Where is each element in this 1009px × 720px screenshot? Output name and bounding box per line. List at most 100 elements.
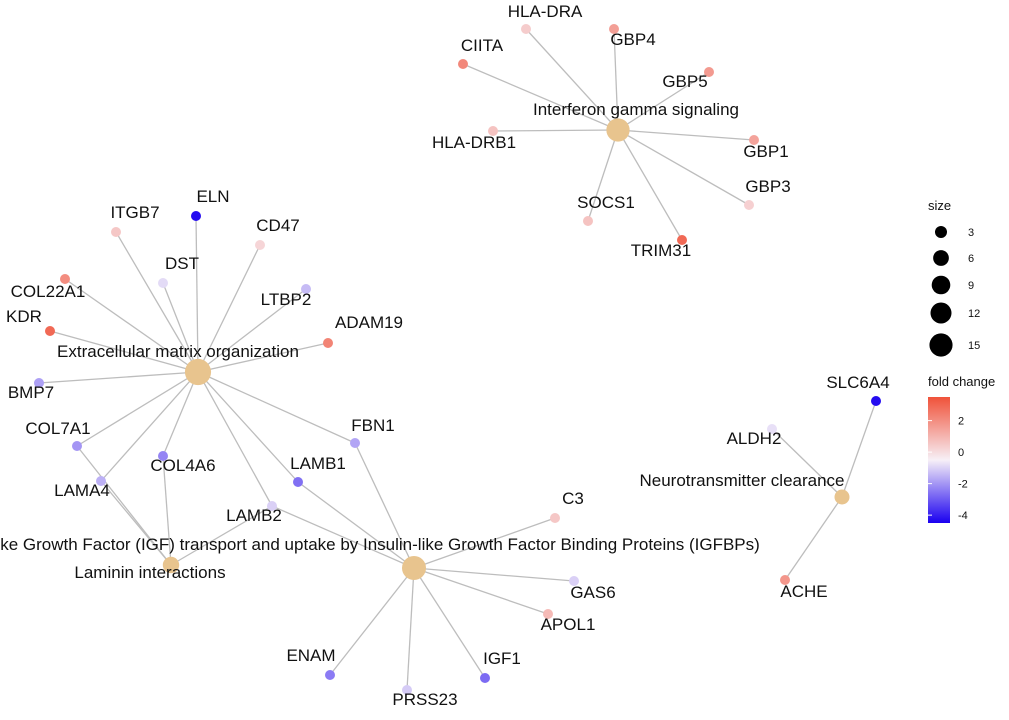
category-label-ifng: Interferon gamma signaling [533, 100, 739, 119]
edge-ecm-LAMB2 [197, 371, 273, 507]
edge-ecm-ELN [195, 215, 199, 373]
category-label-ecm: Extracellular matrix organization [57, 342, 299, 361]
gene-label-GBP5: GBP5 [662, 72, 707, 91]
gene-node-KDR [45, 326, 55, 336]
gene-node-ACHE [780, 575, 790, 585]
size-legend-title: size [928, 198, 951, 213]
size-legend-dot-3 [934, 225, 948, 239]
category-node-igf [401, 555, 427, 581]
label-layer: Extracellular matrix organization Interfe… [0, 2, 889, 709]
gene-node-APOL1 [543, 609, 553, 619]
gene-label-LAMB2: LAMB2 [226, 506, 282, 525]
gene-label-COL22A1: COL22A1 [11, 282, 86, 301]
gene-node-HLA-DRA [521, 24, 531, 34]
edge-igf-APOL1 [413, 567, 549, 615]
gene-label-ACHE: ACHE [780, 582, 827, 601]
edge-lam-COL7A1 [76, 445, 172, 566]
category-node-neuro [834, 489, 850, 505]
size-legend-label-3: 3 [968, 227, 974, 239]
gene-node-CD47 [255, 240, 265, 250]
gene-label-GAS6: GAS6 [570, 583, 615, 602]
edge-ifng-GBP3 [617, 129, 750, 206]
edge-ifng-CIITA [462, 63, 619, 131]
category-node-ifng [606, 118, 630, 142]
gene-label-ADAM19: ADAM19 [335, 313, 403, 332]
gene-label-CIITA: CIITA [461, 36, 504, 55]
gene-node-ADAM19 [323, 338, 333, 348]
edge-igf-C3 [413, 517, 556, 569]
size-legend-label-12: 12 [968, 308, 980, 320]
edge-ecm-FBN1 [197, 371, 356, 444]
gene-node-ELN [191, 211, 201, 221]
gene-label-CD47: CD47 [256, 216, 299, 235]
size-legend-dot-15 [929, 333, 953, 357]
edge-ifng-TRIM31 [617, 129, 683, 241]
size-legend-label-6: 6 [968, 253, 974, 265]
gene-label-KDR: KDR [6, 307, 42, 326]
edge-ifng-GBP5 [617, 71, 710, 131]
edge-ecm-COL4A6 [162, 371, 199, 457]
edge-ecm-COL7A1 [76, 371, 199, 447]
edge-ecm-KDR [49, 330, 199, 373]
edge-ecm-ADAM19 [197, 342, 329, 373]
gene-node-HLA-DRB1 [488, 126, 498, 136]
edge-igf-GAS6 [413, 567, 575, 582]
category-label-neuro: Neurotransmitter clearance [639, 471, 844, 490]
node-layer [34, 24, 881, 695]
edge-ecm-COL22A1 [64, 278, 199, 373]
edge-ecm-LAMA4 [100, 371, 199, 482]
edge-ecm-ITGB7 [115, 231, 199, 373]
gene-node-BMP7 [34, 378, 44, 388]
category-label-igf: ke Growth Factor (IGF) transport and upt… [0, 535, 760, 554]
edge-igf-LAMB2 [271, 505, 415, 569]
edge-ifng-GBP1 [617, 129, 755, 141]
gene-node-FBN1 [350, 438, 360, 448]
edge-ecm-DST [162, 282, 199, 373]
color-legend-label--4: -4 [958, 510, 968, 522]
gene-node-TRIM31 [677, 235, 687, 245]
edge-ifng-HLA-DRA [525, 28, 619, 131]
gene-node-C3 [550, 513, 560, 523]
edge-igf-LAMB1 [297, 481, 415, 569]
edge-igf-ENAM [329, 567, 415, 676]
edge-ecm-LTBP2 [197, 288, 307, 373]
gene-node-GBP5 [704, 67, 714, 77]
gene-node-ITGB7 [111, 227, 121, 237]
size-legend-dot-6 [933, 250, 949, 266]
gene-label-APOL1: APOL1 [541, 615, 596, 634]
edge-ifng-GBP4 [613, 28, 619, 131]
gene-label-HLA-DRA: HLA-DRA [508, 2, 583, 21]
edge-ecm-BMP7 [38, 371, 199, 384]
size-legend-dot-9 [931, 275, 951, 295]
gene-node-COL22A1 [60, 274, 70, 284]
gene-label-ELN: ELN [196, 187, 229, 206]
gene-label-SOCS1: SOCS1 [577, 193, 635, 212]
edge-ifng-HLA-DRB1 [492, 129, 619, 132]
gene-node-GAS6 [569, 576, 579, 586]
gene-label-GBP4: GBP4 [610, 30, 655, 49]
gene-label-COL7A1: COL7A1 [25, 419, 90, 438]
gene-label-ENAM: ENAM [286, 646, 335, 665]
color-legend-label-2: 2 [958, 416, 964, 428]
gene-label-LAMB1: LAMB1 [290, 454, 346, 473]
category-node-lam [162, 556, 180, 574]
gene-node-GBP3 [744, 200, 754, 210]
size-legend-label-15: 15 [968, 340, 980, 352]
gene-label-TRIM31: TRIM31 [631, 241, 691, 260]
gene-label-ALDH2: ALDH2 [727, 429, 782, 448]
gene-label-HLA-DRB1: HLA-DRB1 [432, 133, 516, 152]
color-legend-label--2: -2 [958, 479, 968, 491]
size-legend: size 3 6 9 12 15 [928, 198, 980, 357]
edge-neuro-ACHE [784, 496, 843, 581]
category-label-lam: Laminin interactions [74, 563, 225, 582]
edge-igf-FBN1 [354, 442, 415, 569]
edge-neuro-ALDH2 [771, 428, 843, 498]
gene-label-GBP3: GBP3 [745, 177, 790, 196]
gene-label-BMP7: BMP7 [8, 383, 54, 402]
edge-layer [38, 28, 877, 691]
gene-label-DST: DST [165, 254, 199, 273]
gene-node-SLC6A4 [871, 396, 881, 406]
gene-node-DST [158, 278, 168, 288]
color-legend-title: fold change [928, 374, 995, 389]
